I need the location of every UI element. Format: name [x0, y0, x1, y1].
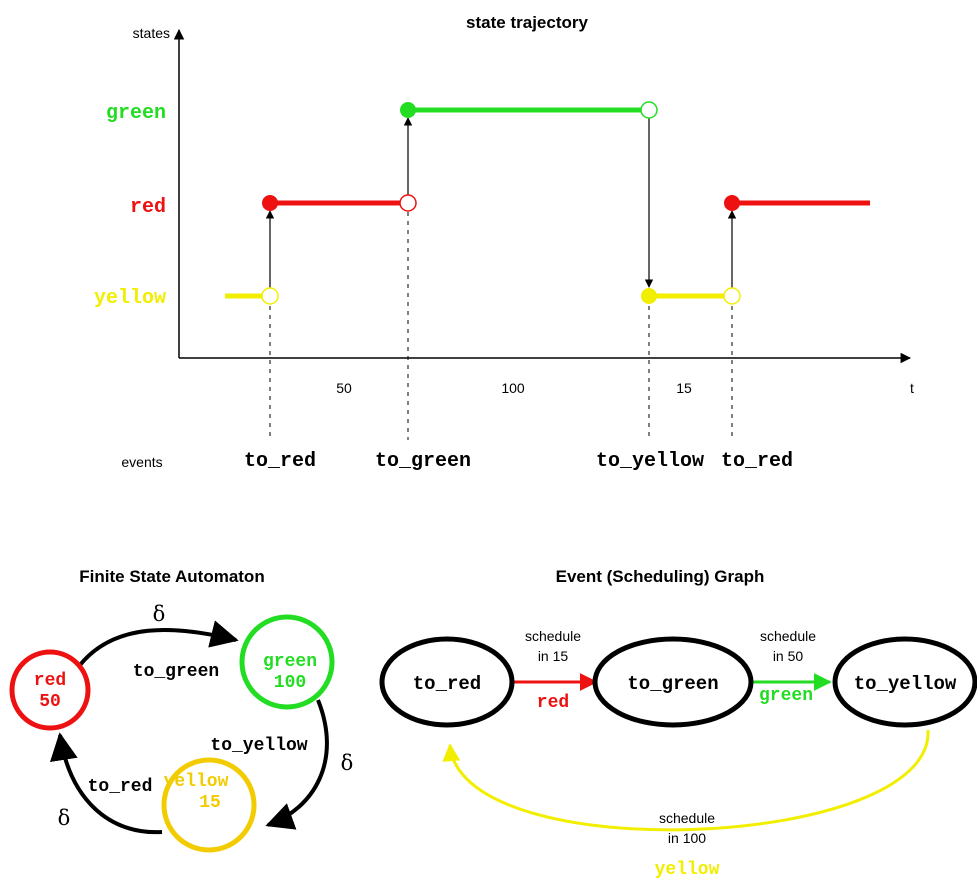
filled-dot-red-1 — [262, 195, 278, 211]
event-graph: Event (Scheduling) Graph to_red to_green… — [379, 567, 977, 880]
duration-label-2: 100 — [501, 380, 525, 396]
open-dot-red-1 — [399, 194, 417, 212]
fsa-delta-2: δ — [341, 751, 354, 775]
event-edge-yellow — [442, 729, 930, 832]
event-edge-red-condition: red — [537, 693, 569, 713]
fsa-state-green-value: 100 — [274, 673, 306, 693]
event-graph-title: Event (Scheduling) Graph — [556, 567, 765, 586]
fsa-transition-to-red: to_red — [88, 777, 153, 797]
fsa-state-green-name: green — [263, 652, 317, 672]
duration-label-3: 15 — [676, 380, 692, 396]
fsa-delta-3: δ — [58, 806, 71, 830]
fsa-state-red-value: 50 — [39, 692, 61, 712]
event-node-to-green-label: to_green — [627, 673, 718, 695]
open-dot-yellow-1 — [261, 287, 279, 305]
trajectory-title: state trajectory — [466, 13, 588, 32]
event-edge-green-schedule: schedule — [760, 628, 816, 644]
filled-dot-yellow-2 — [641, 288, 657, 304]
finite-state-automaton: Finite State Automaton red 50 green 100 … — [9, 567, 354, 853]
events-label: events — [121, 454, 162, 470]
event-node-to-green — [592, 636, 754, 728]
open-dot-green — [640, 101, 658, 119]
event-node-to-yellow-label: to_yellow — [854, 673, 957, 695]
event-edge-green-condition: green — [759, 686, 813, 706]
fsa-state-red-name: red — [34, 671, 66, 691]
fsa-title: Finite State Automaton — [79, 567, 264, 586]
fsa-transition-to-yellow: to_yellow — [210, 736, 307, 756]
event-label-1: to_red — [244, 450, 316, 473]
fsa-arc-red-to-green — [78, 620, 239, 667]
event-edge-yellow-delay: in 100 — [668, 830, 706, 846]
fsa-arc-yellow-to-red — [50, 732, 163, 835]
fsa-arc-green-to-yellow — [265, 699, 329, 830]
state-label-red: red — [130, 196, 166, 219]
fsa-state-yellow — [161, 757, 257, 853]
fsa-delta-1: δ — [153, 602, 166, 626]
event-edge-yellow-schedule: schedule — [659, 810, 715, 826]
event-node-to-red — [379, 636, 515, 728]
x-axis-label: t — [910, 380, 914, 396]
fsa-state-green — [239, 614, 335, 710]
open-dot-yellow-2 — [723, 287, 741, 305]
fsa-state-yellow-value: 15 — [199, 793, 221, 813]
event-edge-red-schedule: schedule — [525, 628, 581, 644]
event-label-2: to_green — [375, 450, 471, 473]
state-label-green: green — [106, 102, 166, 125]
duration-label-1: 50 — [336, 380, 352, 396]
event-edge-green-delay: in 50 — [773, 648, 804, 664]
state-label-yellow: yellow — [94, 287, 166, 310]
state-trajectory: state trajectory states t green red yell… — [94, 13, 914, 473]
fsa-transition-to-green: to_green — [133, 662, 219, 682]
filled-dot-green — [400, 102, 416, 118]
event-node-to-yellow — [832, 636, 977, 728]
event-label-3: to_yellow — [596, 450, 704, 473]
event-markers — [269, 212, 733, 440]
event-node-to-red-label: to_red — [413, 673, 481, 695]
fsa-state-yellow-name: yellow — [164, 772, 229, 792]
filled-dot-red-2 — [724, 195, 740, 211]
y-axis-label: states — [133, 25, 170, 41]
fsa-state-red — [9, 649, 91, 731]
event-edge-red-delay: in 15 — [538, 648, 569, 664]
event-edge-yellow-condition: yellow — [655, 860, 720, 880]
event-label-4: to_red — [721, 450, 793, 473]
